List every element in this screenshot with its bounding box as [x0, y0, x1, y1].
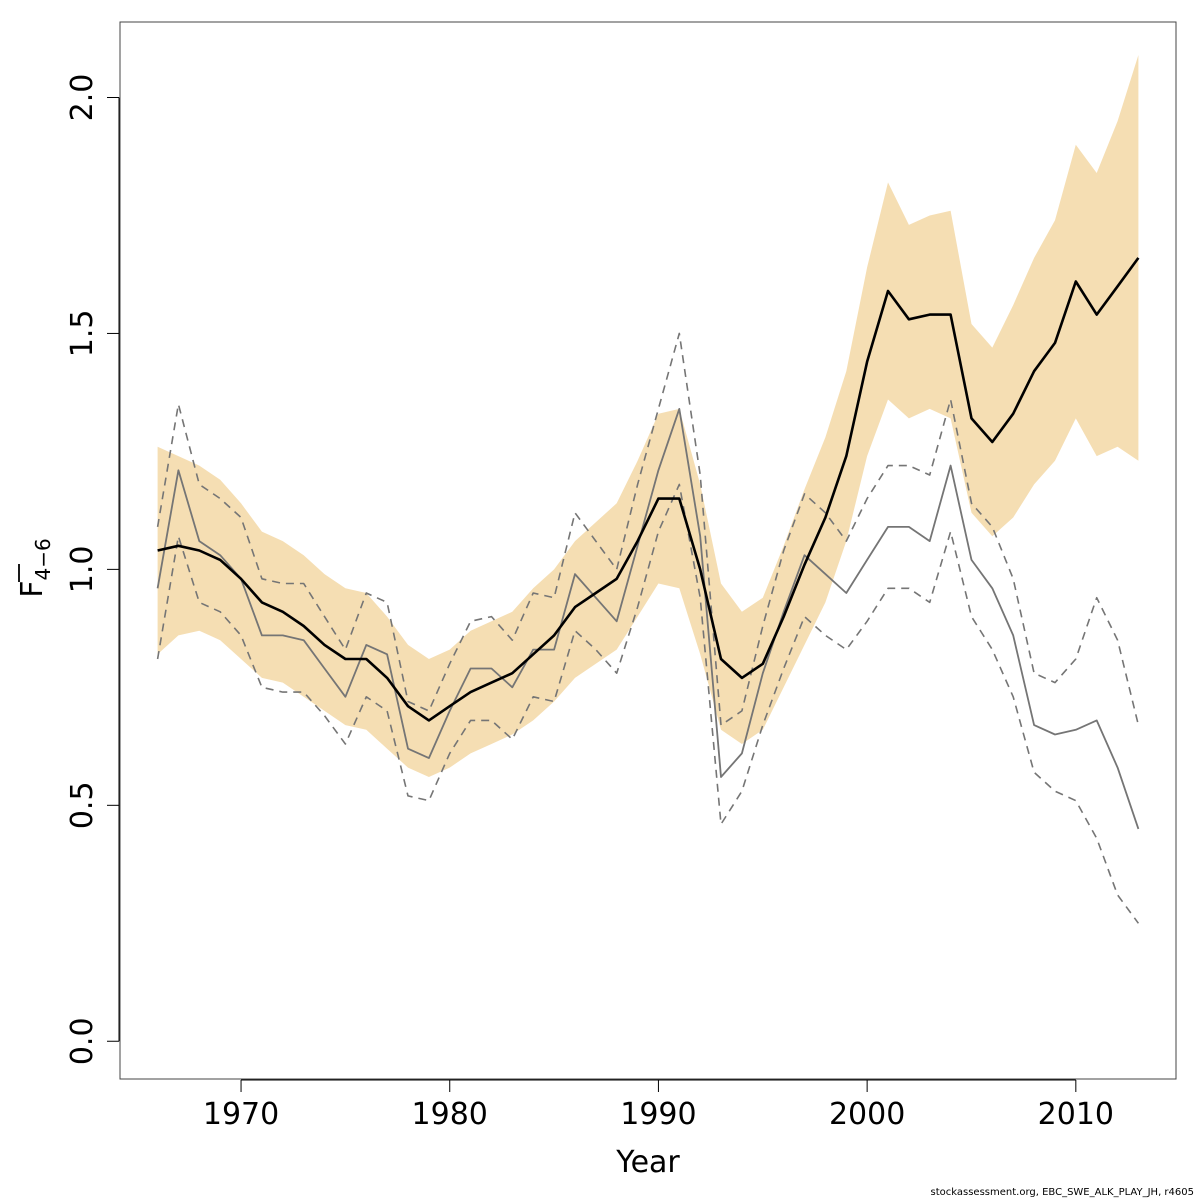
plot-frame: [119, 21, 1177, 1080]
retro-upper-dashed-line: [156, 332, 1140, 726]
x-axis-title: Year: [615, 1145, 680, 1180]
svg-text:F4−6: F4−6: [15, 538, 55, 597]
x-tick-label: 1980: [412, 1097, 488, 1132]
confidence-band-layer: [157, 55, 1139, 777]
y-axis-title-subscript: 4−6: [31, 538, 55, 580]
y-axis-title: F4−6: [15, 538, 55, 597]
x-tick-label: 1970: [203, 1097, 279, 1132]
y-tick-label: 0.0: [65, 1017, 100, 1065]
y-tick-label: 0.5: [65, 781, 100, 829]
series-lines-layer: [156, 257, 1140, 924]
x-tick-label: 1990: [620, 1097, 696, 1132]
confidence-band: [157, 55, 1139, 777]
source-credit: stockassessment.org, EBC_SWE_ALK_PLAY_JH…: [930, 1187, 1194, 1198]
axes-layer: 1970 1980 1990 2000 2010 0.0 0.5 1.0 1.5 2.0: [65, 74, 1114, 1132]
y-axis-title-base: F: [15, 580, 50, 597]
x-tick-label: 2010: [1038, 1097, 1114, 1132]
estimate-line: [157, 257, 1140, 722]
y-tick-label: 1.5: [65, 310, 100, 358]
retro-lower-dashed-line: [156, 483, 1140, 924]
y-tick-label: 1.0: [65, 546, 100, 594]
y-tick-label: 2.0: [65, 74, 100, 122]
x-tick-label: 2000: [829, 1097, 905, 1132]
retro-estimate-line: [156, 407, 1140, 830]
